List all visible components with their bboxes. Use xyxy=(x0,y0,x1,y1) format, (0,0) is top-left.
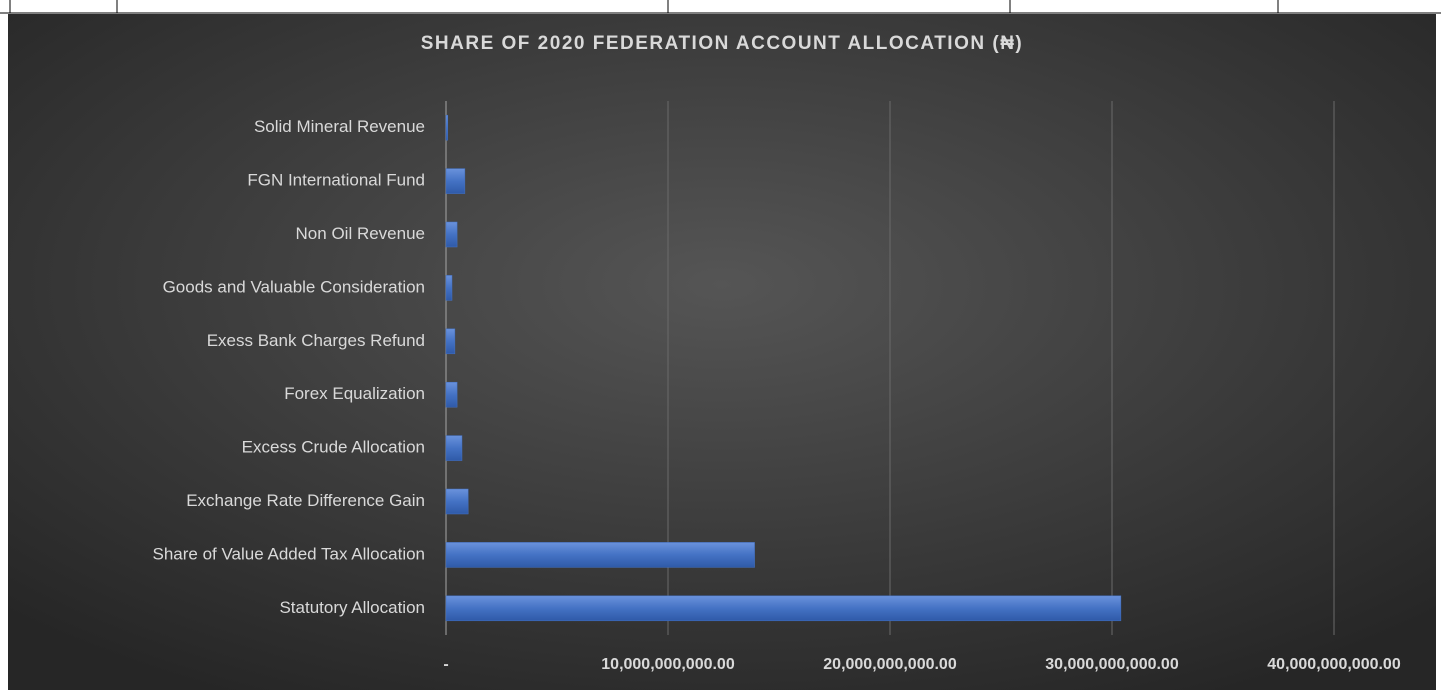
y-tick-label: Exchange Rate Difference Gain xyxy=(186,491,425,510)
x-tick-label: 30,000,000,000.00 xyxy=(1045,656,1179,673)
y-tick-label: FGN International Fund xyxy=(247,171,425,190)
y-tick-label: Statutory Allocation xyxy=(279,598,425,617)
sheet-cells xyxy=(0,0,1441,14)
y-tick-label: Forex Equalization xyxy=(284,384,425,403)
y-tick-label: Excess Crude Allocation xyxy=(242,438,425,457)
y-tick-label: Share of Value Added Tax Allocation xyxy=(152,544,425,563)
bar xyxy=(445,275,453,301)
bar xyxy=(445,168,466,194)
chart-background xyxy=(8,14,1436,690)
x-tick-label: 10,000,000,000.00 xyxy=(601,656,735,673)
y-tick-label: Goods and Valuable Consideration xyxy=(163,277,425,296)
bar xyxy=(445,381,458,408)
x-tick-label: 40,000,000,000.00 xyxy=(1267,656,1401,673)
y-tick-label: Exess Bank Charges Refund xyxy=(207,331,425,350)
x-tick-label: 20,000,000,000.00 xyxy=(823,656,957,673)
bar xyxy=(445,114,449,141)
bar xyxy=(445,435,463,461)
bar xyxy=(445,595,1122,622)
bar xyxy=(445,328,456,355)
y-tick-label: Non Oil Revenue xyxy=(296,224,425,243)
y-tick-label: Solid Mineral Revenue xyxy=(254,117,425,136)
bar xyxy=(445,542,755,568)
chart-title: SHARE OF 2020 FEDERATION ACCOUNT ALLOCAT… xyxy=(421,33,1024,54)
bar xyxy=(445,488,469,515)
x-tick-label: - xyxy=(443,656,448,673)
bar xyxy=(445,221,458,248)
